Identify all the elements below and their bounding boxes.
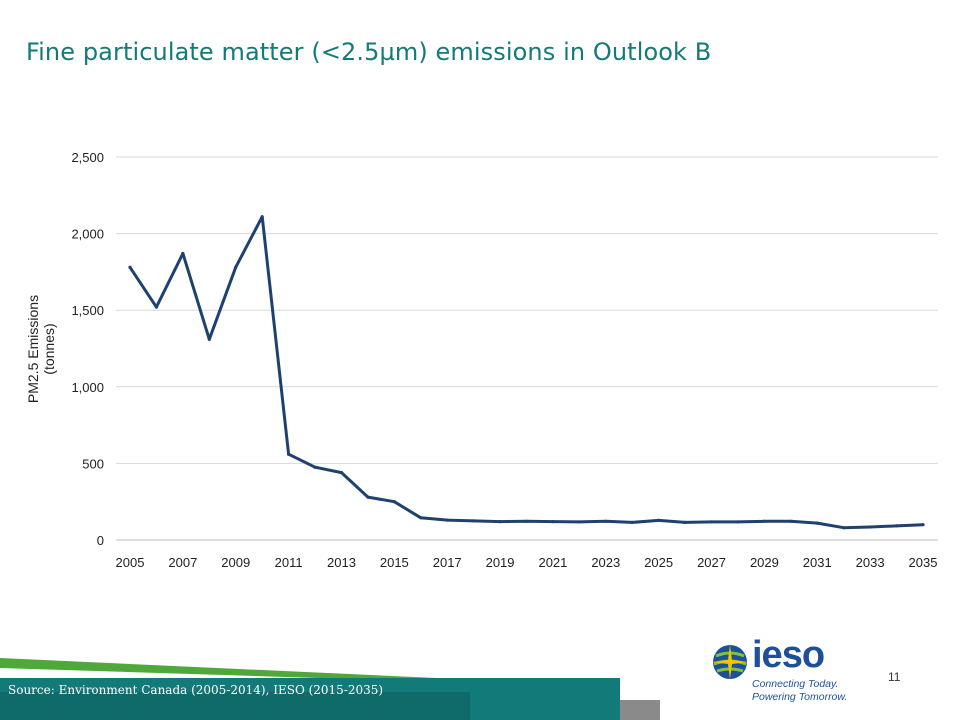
data-point — [154, 305, 159, 309]
globe-icon — [712, 645, 748, 679]
page-number: 11 — [888, 670, 901, 684]
data-point — [551, 520, 555, 524]
data-point — [287, 452, 291, 456]
data-point — [868, 525, 872, 529]
data-point — [604, 519, 608, 523]
data-point — [472, 519, 476, 523]
x-tick-label: 2013 — [327, 555, 356, 570]
y-tick-label: 2,000 — [71, 227, 104, 242]
x-tick-label: 2023 — [591, 555, 620, 570]
x-tick-label: 2019 — [486, 555, 515, 570]
data-point — [921, 523, 925, 527]
y-axis-label: (tonnes) — [41, 323, 57, 374]
data-point — [789, 519, 793, 523]
x-tick-label: 2027 — [697, 555, 726, 570]
y-tick-label: 500 — [82, 456, 104, 471]
x-tick-label: 2021 — [538, 555, 567, 570]
data-point — [181, 251, 185, 256]
data-point — [392, 500, 396, 504]
data-point — [736, 520, 740, 524]
x-tick-label: 2007 — [168, 555, 197, 570]
data-point — [366, 495, 370, 499]
data-point — [577, 520, 581, 524]
logo-tagline-2: Powering Tomorrow. — [752, 691, 848, 703]
x-tick-label: 2005 — [116, 555, 145, 570]
series-line — [128, 215, 925, 530]
footer-green-stripe — [0, 658, 480, 680]
logo-wordmark: ieso — [752, 634, 825, 676]
x-tick-label: 2035 — [909, 555, 938, 570]
source-note: Source: Environment Canada (2005-2014), … — [8, 683, 384, 697]
data-point — [445, 518, 449, 522]
data-point — [709, 520, 714, 524]
x-tick-label: 2011 — [275, 555, 303, 570]
slide-title: Fine particulate matter (<2.5µm) emissio… — [26, 38, 712, 66]
y-tick-label: 2,500 — [71, 150, 104, 165]
x-tick-label: 2029 — [750, 555, 779, 570]
footer-dark-band — [0, 692, 470, 720]
data-point — [207, 337, 211, 341]
y-tick-label: 1,500 — [71, 303, 104, 318]
data-point — [657, 518, 661, 522]
data-point — [234, 265, 238, 269]
x-tick-label: 2009 — [221, 555, 250, 570]
data-point — [524, 519, 529, 523]
x-tick-label: 2017 — [433, 555, 462, 570]
x-tick-label: 2031 — [803, 555, 832, 570]
x-tick-label: 2025 — [644, 555, 673, 570]
data-point — [894, 524, 899, 528]
data-point — [339, 470, 344, 475]
y-tick-label: 0 — [97, 533, 104, 548]
data-point — [842, 526, 846, 530]
data-point — [498, 520, 502, 524]
x-tick-label: 2015 — [380, 555, 409, 570]
y-axis-label: PM2.5 Emissions — [25, 295, 41, 403]
data-point — [260, 215, 264, 219]
data-point — [630, 520, 634, 524]
y-tick-label: 1,000 — [71, 380, 104, 395]
ieso-logo: ieso Connecting Today. Powering Tomorrow… — [708, 634, 853, 704]
data-point — [683, 520, 687, 524]
data-point — [313, 465, 317, 469]
data-point — [762, 519, 767, 523]
logo-tagline-1: Connecting Today. — [752, 678, 839, 690]
x-tick-label: 2033 — [856, 555, 885, 570]
footer-gray-block — [620, 700, 660, 720]
data-point — [128, 265, 132, 269]
line-chart: 0 500 1,000 1,500 2,000 2,500 2005 2007 2009 2011… — [25, 150, 938, 570]
data-point — [815, 521, 819, 525]
data-point — [419, 516, 423, 520]
footer-band — [0, 658, 660, 720]
